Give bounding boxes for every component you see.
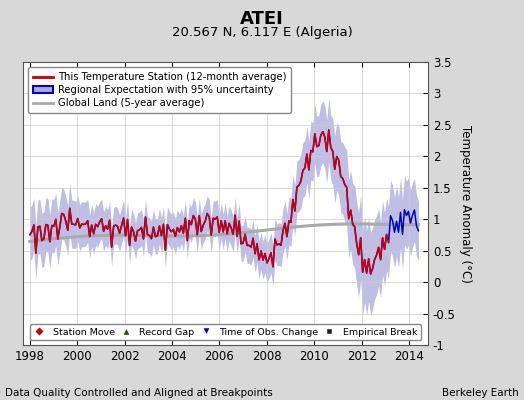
Text: ATEI: ATEI xyxy=(240,10,284,28)
Y-axis label: Temperature Anomaly (°C): Temperature Anomaly (°C) xyxy=(460,125,472,282)
Text: 20.567 N, 6.117 E (Algeria): 20.567 N, 6.117 E (Algeria) xyxy=(172,26,352,39)
Text: Data Quality Controlled and Aligned at Breakpoints: Data Quality Controlled and Aligned at B… xyxy=(5,388,273,398)
Legend: Station Move, Record Gap, Time of Obs. Change, Empirical Break: Station Move, Record Gap, Time of Obs. C… xyxy=(30,324,421,340)
Text: Berkeley Earth: Berkeley Earth xyxy=(442,388,519,398)
